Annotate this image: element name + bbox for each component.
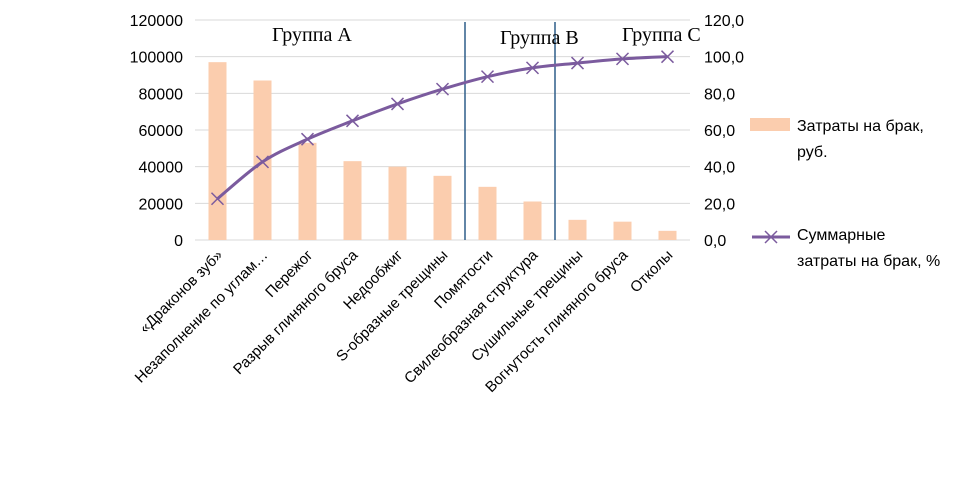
left-tick-label: 100000 (130, 50, 183, 67)
line-point (210, 192, 225, 206)
grid-lines (195, 19, 690, 241)
right-tick-label: 0,0 (704, 233, 726, 250)
cumulative-line-series (210, 50, 675, 206)
bar (478, 186, 497, 240)
bar (298, 142, 317, 240)
group-b-label: Группа В (500, 27, 579, 49)
line-point (300, 132, 315, 146)
right-tick-label: 80,0 (704, 86, 735, 103)
line-point (390, 97, 405, 111)
bar-series (208, 62, 677, 240)
bar (613, 221, 632, 240)
left-tick-label: 80000 (139, 86, 184, 103)
legend-bar-swatch (750, 118, 790, 131)
left-tick-label: 120000 (130, 13, 183, 30)
right-tick-label: 20,0 (704, 196, 735, 213)
left-tick-label: 60000 (139, 123, 184, 140)
bar (568, 219, 587, 240)
bar (208, 62, 227, 240)
group-dividers (464, 22, 556, 240)
legend-line-label-line1: Суммарные (797, 227, 886, 244)
right-axis-ticks: 0,0 20,0 40,0 60,0 80,0 100,0 120,0 (704, 13, 744, 250)
right-tick-label: 120,0 (704, 13, 744, 30)
left-tick-label: 40000 (139, 160, 184, 177)
legend-bar-label-line1: Затраты на брак, (797, 118, 924, 135)
bar (343, 161, 362, 240)
line-point (435, 82, 450, 96)
right-tick-label: 100,0 (704, 50, 744, 67)
bar (658, 230, 677, 240)
left-tick-label: 0 (174, 233, 183, 250)
line-point (525, 61, 540, 75)
category-labels: «Драконов зуб»Незаполнение по углам…Пере… (132, 246, 677, 396)
bar (523, 201, 542, 240)
legend: Затраты на брак, руб. Суммарные затраты … (750, 118, 940, 270)
line-point (345, 114, 360, 128)
line-point (570, 56, 585, 70)
group-c-label: Группа С (622, 24, 701, 46)
line-point (480, 70, 495, 84)
bar (388, 166, 407, 240)
right-tick-label: 60,0 (704, 123, 735, 140)
legend-line-marker (764, 230, 778, 244)
bar (433, 175, 452, 240)
line-point (660, 50, 675, 64)
legend-bar-label-line2: руб. (797, 144, 828, 161)
right-tick-label: 40,0 (704, 160, 735, 177)
line-point (615, 52, 630, 66)
category-label: Отколы (627, 247, 676, 296)
category-label: «Драконов зуб» (136, 247, 226, 337)
left-axis-ticks: 0 20000 40000 60000 80000 100000 120000 (130, 13, 183, 250)
legend-line-label-line2: затраты на брак, % (797, 253, 940, 270)
group-a-label: Группа А (272, 24, 352, 46)
left-tick-label: 20000 (139, 196, 184, 213)
line-point (255, 155, 270, 169)
